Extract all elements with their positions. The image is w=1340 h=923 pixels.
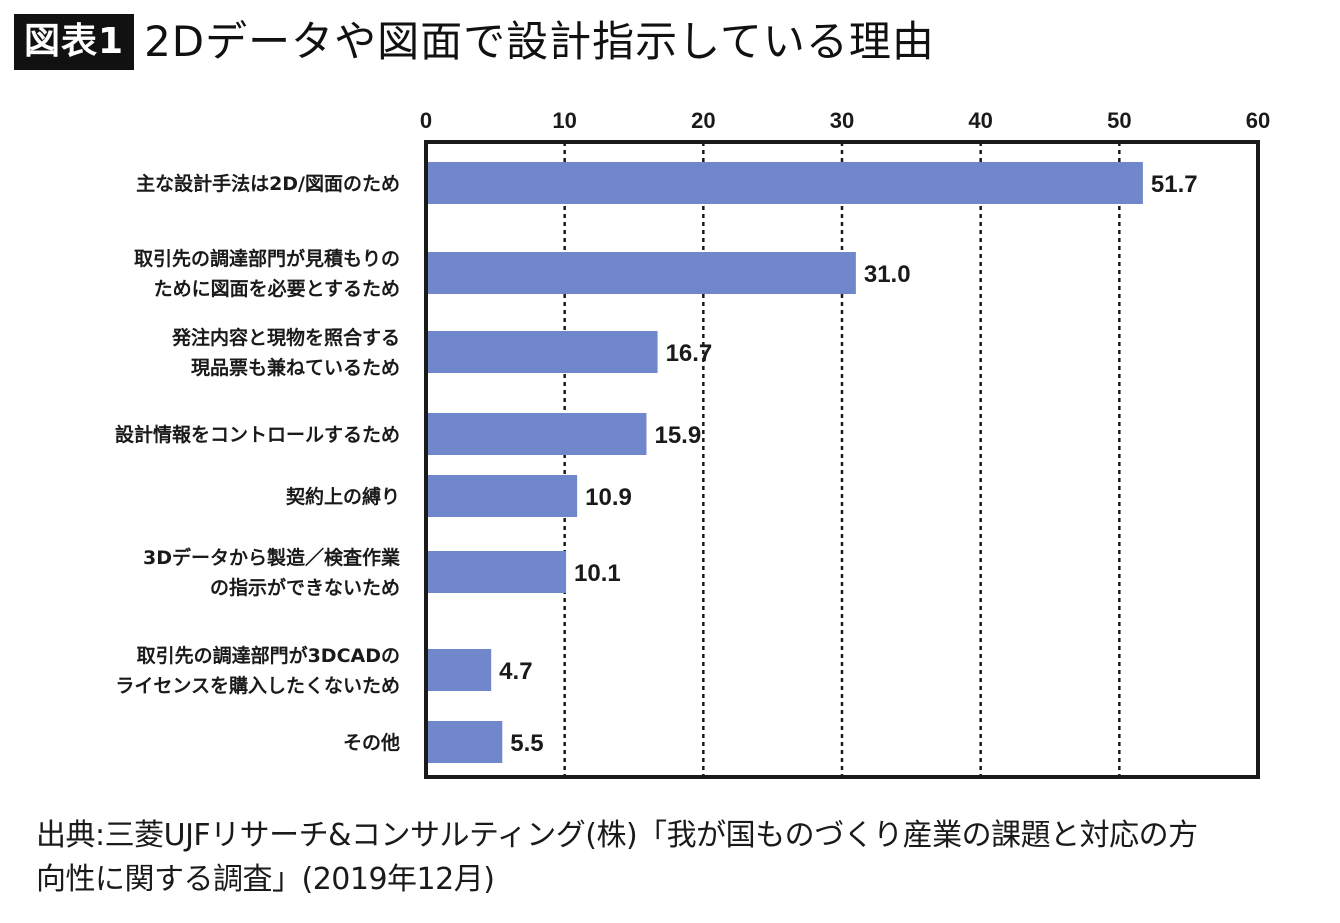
bar-7 — [428, 721, 503, 763]
bar-3 — [428, 413, 647, 455]
value-label-5: 10.1 — [574, 560, 621, 587]
tick-label-20: 20 — [691, 108, 715, 133]
value-label-6: 4.7 — [499, 658, 532, 685]
category-label-line: 取引先の調達部門が見積もりの — [134, 247, 400, 270]
bar-2 — [428, 331, 658, 373]
value-label-7: 5.5 — [510, 730, 543, 757]
source-line-2: 向性に関する調査」(2019年12月) — [36, 862, 495, 897]
bars — [428, 162, 1143, 763]
category-label-line: その他 — [343, 731, 400, 754]
bar-0 — [428, 162, 1143, 204]
x-axis-ticks: 0 10 20 30 40 50 60 — [420, 108, 1270, 133]
bar-4 — [428, 475, 578, 517]
title-text: 2Dデータや図面で設計指示している理由 — [144, 17, 935, 66]
value-label-0: 51.7 — [1151, 171, 1198, 198]
bar-1 — [428, 252, 856, 294]
value-label-2: 16.7 — [666, 340, 713, 367]
figure-badge: 図表1 — [14, 14, 135, 70]
category-label-line: 取引先の調達部門が3DCADの — [137, 644, 400, 667]
category-label-7: その他 — [343, 731, 400, 754]
category-label-line: 主な設計手法は2D/図面のため — [136, 172, 400, 195]
category-label-0: 主な設計手法は2D/図面のため — [136, 172, 400, 195]
tick-label-60: 60 — [1246, 108, 1270, 133]
category-label-3: 設計情報をコントロールするため — [115, 423, 400, 446]
category-label-line: 発注内容と現物を照合する — [171, 326, 400, 349]
category-label-line: ライセンスを購入したくないため — [115, 674, 400, 697]
category-label-line: 3Dデータから製造／検査作業 — [143, 546, 401, 569]
category-label-4: 契約上の縛り — [285, 485, 400, 508]
bar-6 — [428, 649, 492, 691]
bar-chart: 0 10 20 30 40 50 60 主な設計手法は2D/図面のため取引先の調達部門が見積… — [115, 108, 1270, 779]
category-label-5: 3Dデータから製造／検査作業の指示ができないため — [143, 546, 401, 599]
category-label-line: 現品票も兼ねているため — [191, 356, 400, 379]
chart-title: 図表1 2Dデータや図面で設計指示している理由 — [14, 14, 935, 70]
category-label-line: ために図面を必要とするため — [154, 277, 400, 300]
tick-label-30: 30 — [830, 108, 854, 133]
category-label-line: 設計情報をコントロールするため — [115, 423, 400, 446]
category-label-1: 取引先の調達部門が見積もりのために図面を必要とするため — [134, 247, 400, 300]
value-label-4: 10.9 — [585, 484, 632, 511]
category-label-2: 発注内容と現物を照合する現品票も兼ねているため — [171, 326, 400, 379]
source-note: 出典:三菱UJFリサーチ&コンサルティング(株)「我が国ものづくり産業の課題と対… — [36, 814, 1316, 902]
source-line-1: 出典:三菱UJFリサーチ&コンサルティング(株)「我が国ものづくり産業の課題と対… — [36, 818, 1198, 853]
category-label-line: の指示ができないため — [210, 576, 400, 599]
value-label-3: 15.9 — [654, 422, 701, 449]
category-label-line: 契約上の縛り — [285, 485, 400, 508]
category-labels: 主な設計手法は2D/図面のため取引先の調達部門が見積もりのために図面を必要とする… — [115, 172, 401, 754]
value-labels: 51.7 31.0 16.7 15.9 10.9 10.1 4.7 5.5 — [499, 171, 1197, 757]
bar-5 — [428, 551, 567, 593]
category-label-6: 取引先の調達部門が3DCADのライセンスを購入したくないため — [115, 644, 400, 697]
tick-label-0: 0 — [420, 108, 432, 133]
plot-frame — [424, 140, 1260, 779]
tick-label-10: 10 — [552, 108, 576, 133]
tick-label-50: 50 — [1107, 108, 1131, 133]
value-label-1: 31.0 — [864, 261, 911, 288]
tick-label-40: 40 — [968, 108, 992, 133]
gridlines — [563, 142, 1121, 777]
